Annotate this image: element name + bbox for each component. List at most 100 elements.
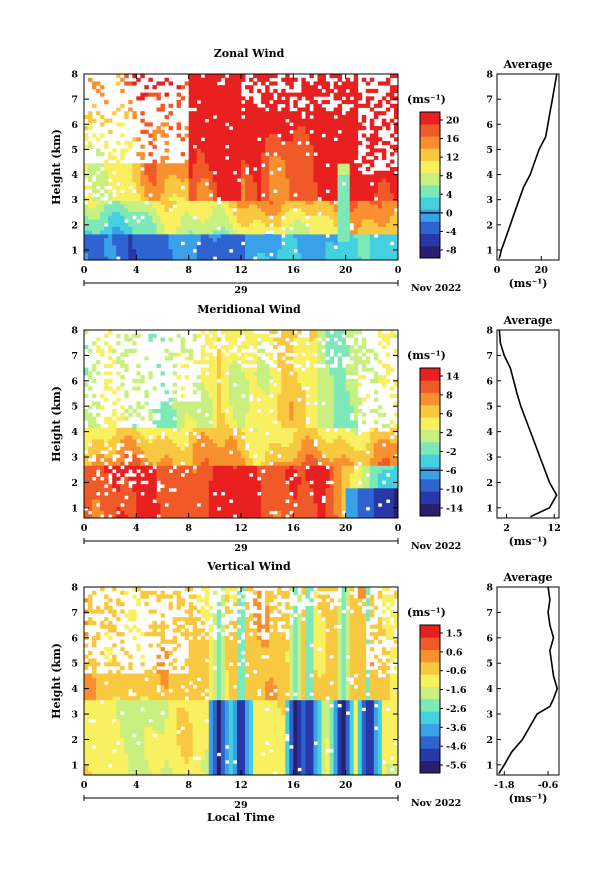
heatmap-cell [345, 140, 351, 146]
heatmap-cell [341, 122, 347, 127]
heatmap-cell [228, 196, 234, 201]
heatmap-cell [164, 122, 169, 127]
heatmap-cell [365, 196, 371, 201]
heatmap-cell [305, 226, 310, 231]
heatmap-cell [321, 155, 326, 160]
heatmap-cell [216, 412, 222, 417]
heatmap-cell [385, 81, 391, 86]
heatmap-cell [88, 170, 93, 175]
heatmap-cell [132, 348, 137, 353]
heatmap-cell [261, 371, 266, 376]
heatmap-cell [116, 74, 121, 79]
heatmap-cell [305, 252, 310, 257]
heatmap-cell [208, 405, 214, 410]
average-x-label: (ms⁻¹) [509, 277, 548, 290]
heatmap-cell [212, 233, 218, 239]
heatmap-cell [116, 484, 121, 489]
heatmap-cell [212, 85, 218, 90]
heatmap-cell [228, 345, 234, 350]
heatmap-cell [228, 222, 234, 227]
heatmap-cell [132, 461, 137, 466]
heatmap-cell [285, 341, 290, 346]
heatmap-cell [196, 420, 202, 425]
heatmap-cell [253, 196, 258, 201]
heatmap-cell [228, 435, 234, 440]
heatmap-cell [184, 465, 190, 470]
heatmap-cell [88, 215, 93, 220]
heatmap-cell [245, 174, 250, 179]
heatmap-cell [265, 126, 270, 131]
heatmap-cell [321, 256, 326, 261]
heatmap-cell [224, 148, 230, 153]
heatmap-cell [208, 352, 214, 357]
heatmap-cell [241, 506, 246, 511]
heatmap-cell [148, 333, 153, 338]
heatmap-cell [200, 405, 206, 410]
heatmap-cell [180, 189, 186, 194]
heatmap-cell [176, 193, 182, 198]
heatmap-cell [245, 129, 250, 134]
heatmap-cell [164, 77, 169, 82]
heatmap-cell [168, 412, 173, 417]
heatmap-cell [196, 140, 202, 146]
heatmap-cell [281, 137, 286, 142]
heatmap-cell [317, 122, 322, 127]
heatmap-cell [305, 256, 310, 261]
heatmap-cell [353, 215, 359, 220]
heatmap-cell [228, 405, 234, 410]
heatmap-cell [140, 446, 145, 451]
heatmap-cell [140, 189, 145, 194]
heatmap-cell [253, 382, 258, 387]
heatmap-cell [144, 248, 149, 253]
heatmap-cell [176, 416, 182, 421]
heatmap-cell [365, 152, 371, 157]
heatmap-cell [224, 126, 230, 131]
heatmap-cell [241, 405, 246, 410]
heatmap-cell [92, 424, 97, 429]
heatmap-cell [180, 457, 186, 462]
heatmap-cell [253, 472, 258, 478]
heatmap-cell [289, 237, 294, 242]
heatmap-cell [329, 140, 334, 146]
heatmap-cell [337, 77, 343, 82]
heatmap-cell [132, 233, 137, 239]
heatmap-cell [128, 174, 133, 179]
heatmap-cell [273, 167, 278, 172]
heatmap-cell [273, 100, 278, 105]
heatmap-cell [389, 181, 395, 186]
heatmap-cell [253, 337, 258, 342]
heatmap-cell [192, 446, 198, 451]
heatmap-cell [172, 442, 177, 447]
heatmap-cell [112, 390, 117, 395]
heatmap-cell [309, 241, 314, 246]
heatmap-cell [277, 211, 282, 216]
heatmap-cell [152, 487, 157, 493]
heatmap-cell [224, 393, 230, 399]
heatmap-cell [212, 129, 218, 134]
heatmap-cell [96, 401, 101, 406]
heatmap-cell [188, 74, 194, 79]
heatmap-cell [148, 461, 153, 466]
heatmap-cell [92, 427, 97, 432]
heatmap-cell [116, 431, 121, 436]
heatmap-cell [176, 461, 182, 466]
heatmap-cell [385, 178, 391, 183]
heatmap-cell [236, 107, 242, 112]
heatmap-cell [241, 155, 246, 160]
heatmap-cell [228, 341, 234, 346]
heatmap-cell [289, 233, 294, 239]
heatmap-cell [204, 204, 210, 209]
heatmap-cell [116, 427, 121, 432]
heatmap-cell [124, 476, 129, 481]
heatmap-cell [393, 137, 399, 142]
heatmap-cell [361, 237, 367, 242]
heatmap-cell [180, 137, 186, 142]
heatmap-cell [200, 222, 206, 227]
heatmap-cell [124, 163, 129, 168]
heatmap-cell [128, 241, 133, 246]
heatmap-cell [116, 174, 121, 179]
heatmap-cell [245, 252, 250, 257]
heatmap-cell [204, 476, 210, 481]
heatmap-cell [92, 401, 97, 406]
heatmap-cell [108, 356, 113, 361]
